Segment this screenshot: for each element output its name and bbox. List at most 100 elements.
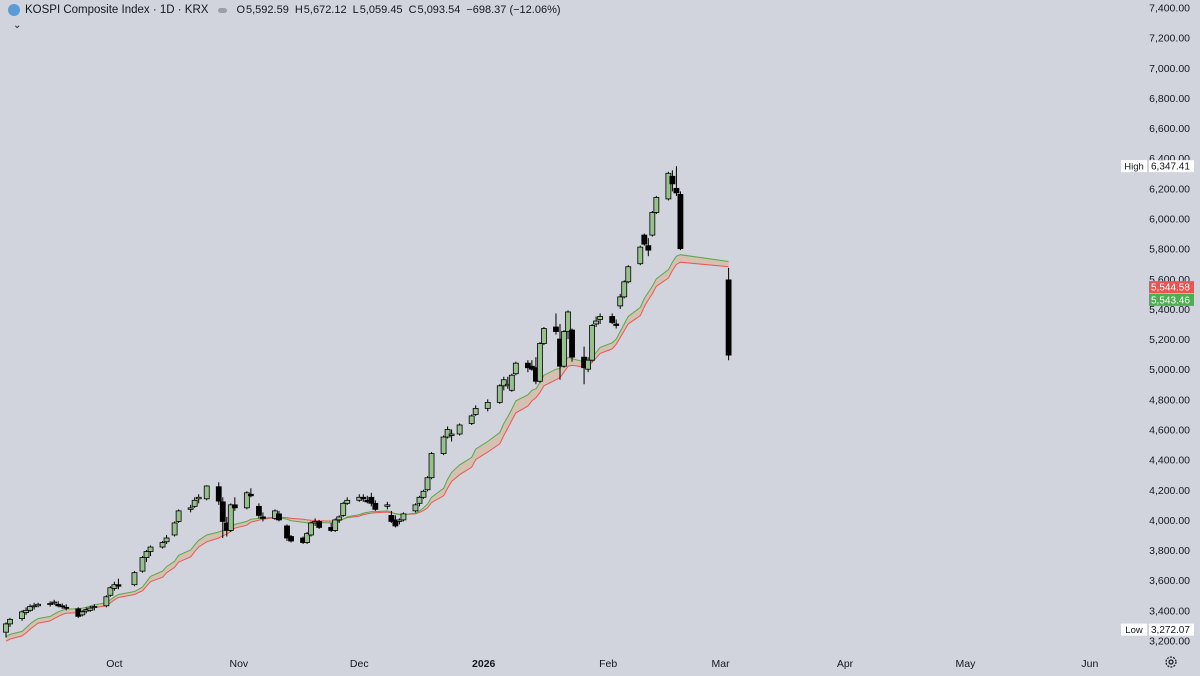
candle[interactable]	[645, 238, 652, 257]
candle[interactable]	[585, 357, 591, 373]
candle[interactable]	[47, 601, 54, 607]
candle[interactable]	[276, 510, 282, 522]
candle[interactable]	[284, 524, 290, 542]
candle[interactable]	[304, 531, 310, 545]
candle[interactable]	[59, 603, 66, 609]
candle[interactable]	[569, 328, 575, 362]
candle[interactable]	[63, 604, 70, 611]
candle[interactable]	[107, 586, 114, 597]
candle[interactable]	[175, 509, 182, 523]
candle[interactable]	[340, 501, 347, 517]
candle[interactable]	[444, 426, 451, 439]
candle[interactable]	[424, 476, 431, 492]
candle[interactable]	[472, 405, 479, 416]
candle[interactable]	[332, 518, 339, 532]
candle[interactable]	[51, 599, 58, 606]
candle[interactable]	[344, 497, 351, 505]
candle[interactable]	[625, 265, 632, 284]
candle[interactable]	[159, 541, 166, 549]
candle[interactable]	[553, 313, 559, 335]
candle[interactable]	[231, 497, 238, 511]
candle[interactable]	[541, 327, 547, 346]
candle[interactable]	[384, 501, 391, 510]
candle[interactable]	[637, 245, 644, 266]
candle[interactable]	[673, 166, 680, 196]
candle[interactable]	[589, 324, 596, 362]
candle[interactable]	[665, 171, 672, 201]
candle[interactable]	[484, 399, 491, 412]
candle[interactable]	[55, 601, 62, 608]
candle[interactable]	[524, 360, 531, 373]
candle[interactable]	[23, 607, 29, 615]
candle[interactable]	[27, 604, 33, 612]
candle[interactable]	[316, 519, 323, 529]
candle[interactable]	[512, 361, 519, 376]
candle[interactable]	[440, 435, 447, 456]
candle[interactable]	[187, 504, 194, 513]
candle[interactable]	[597, 313, 604, 324]
candle[interactable]	[372, 500, 379, 511]
symbol-title[interactable]: KOSPI Composite Index · 1D · KRX	[25, 4, 209, 16]
price-axis[interactable]: 7,400.00 7,200.00 7,000.00 6,800.00 6,600.00…	[1149, 3, 1190, 648]
candle[interactable]	[3, 622, 9, 638]
candle[interactable]	[537, 342, 543, 383]
candle[interactable]	[195, 494, 202, 504]
candle[interactable]	[31, 602, 38, 610]
candle[interactable]	[115, 578, 122, 590]
candle[interactable]	[368, 492, 375, 507]
candle[interactable]	[565, 310, 571, 340]
candle[interactable]	[131, 571, 138, 587]
candle[interactable]	[191, 497, 198, 508]
candle[interactable]	[653, 195, 660, 214]
candle[interactable]	[139, 556, 146, 573]
candle[interactable]	[219, 497, 226, 538]
candle[interactable]	[396, 518, 403, 525]
candle[interactable]	[7, 617, 13, 627]
candle[interactable]	[508, 373, 515, 392]
candle[interactable]	[593, 316, 600, 328]
time-axis[interactable]: Oct Nov Dec 2026 Feb Mar Apr May Jun	[106, 658, 1098, 670]
candle[interactable]	[256, 503, 262, 519]
candle[interactable]	[496, 384, 503, 404]
candle[interactable]	[360, 494, 367, 502]
candle[interactable]	[147, 545, 154, 557]
candle[interactable]	[416, 495, 423, 507]
candle[interactable]	[456, 423, 463, 436]
candle[interactable]	[468, 414, 475, 425]
candle[interactable]	[288, 534, 294, 543]
candle[interactable]	[649, 210, 656, 237]
candle[interactable]	[392, 515, 399, 528]
candle[interactable]	[428, 452, 435, 480]
candle[interactable]	[412, 503, 419, 513]
candle[interactable]	[725, 267, 732, 361]
candle[interactable]	[336, 515, 343, 523]
candle[interactable]	[448, 429, 455, 442]
candle[interactable]	[621, 280, 628, 299]
gear-icon[interactable]	[1164, 655, 1178, 669]
candle[interactable]	[163, 534, 170, 545]
candle[interactable]	[203, 485, 210, 501]
candle[interactable]	[243, 491, 250, 510]
candle[interactable]	[677, 191, 684, 251]
candle[interactable]	[613, 319, 620, 329]
candle[interactable]	[103, 595, 110, 608]
candle[interactable]	[35, 602, 42, 608]
candle[interactable]	[308, 521, 314, 537]
candle[interactable]	[215, 482, 222, 505]
candle[interactable]	[143, 550, 150, 563]
candle[interactable]	[617, 293, 624, 309]
candle[interactable]	[420, 489, 427, 499]
candle[interactable]	[19, 610, 25, 621]
candle[interactable]	[87, 605, 94, 612]
candle[interactable]	[561, 330, 567, 368]
candle[interactable]	[227, 503, 234, 532]
candle[interactable]	[91, 604, 98, 611]
candle[interactable]	[609, 313, 616, 324]
candle[interactable]	[247, 488, 254, 498]
chevron-down-icon[interactable]: ⌄	[13, 20, 22, 31]
candle[interactable]	[400, 512, 407, 522]
market-status-icon[interactable]	[218, 7, 228, 13]
candle[interactable]	[260, 512, 266, 522]
candle[interactable]	[500, 376, 507, 391]
